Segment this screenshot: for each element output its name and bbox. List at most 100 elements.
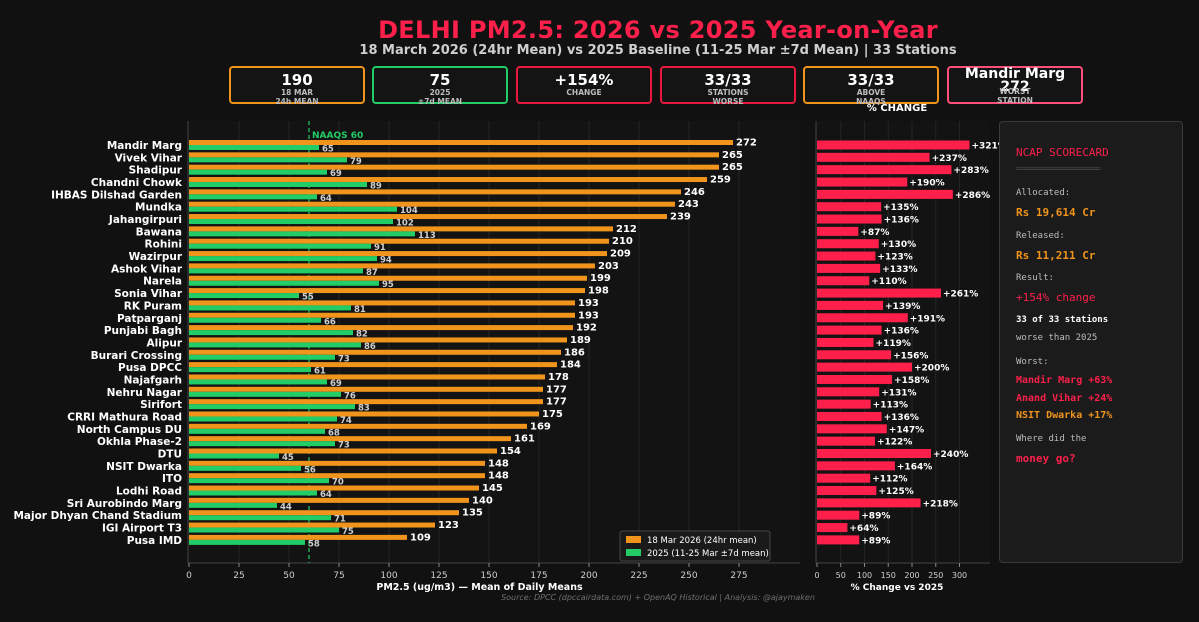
bar-2026 xyxy=(189,460,485,466)
pct-bar xyxy=(817,288,941,298)
pct-bar xyxy=(817,251,876,261)
bar-2026 xyxy=(189,423,527,429)
released-label: Released: xyxy=(1016,231,1065,241)
pct-bar xyxy=(817,535,860,545)
value-label-2025: 44 xyxy=(280,502,292,512)
station-label: IGI Airport T3 xyxy=(102,523,182,535)
pct-value-label: +113% xyxy=(873,401,908,411)
kpi-label: ±7d MEAN xyxy=(417,97,463,106)
station-label: IHBAS Dilshad Garden xyxy=(51,189,182,201)
value-label-2026: 154 xyxy=(500,446,521,457)
bar-2026 xyxy=(189,411,539,417)
bar-2026 xyxy=(189,226,613,232)
bar-2026 xyxy=(189,300,575,306)
value-label-2026: 199 xyxy=(590,273,611,284)
naaqs-reference-label: NAAQS 60 xyxy=(312,131,363,141)
station-label: Chandni Chowk xyxy=(91,177,183,189)
pct-value-label: +164% xyxy=(897,462,932,472)
value-label-2026: 161 xyxy=(514,434,535,445)
pct-value-label: +156% xyxy=(893,351,928,361)
question-line-2: money go? xyxy=(1016,452,1076,465)
pct-x-tick-label: 0 xyxy=(814,571,819,580)
stations-line-1: 33 of 33 stations xyxy=(1016,315,1109,325)
pct-bar xyxy=(817,189,953,199)
value-label-2026: 140 xyxy=(472,495,493,506)
pct-bar xyxy=(817,399,871,409)
bar-2025 xyxy=(189,478,329,484)
kpi-label: 2025 xyxy=(429,88,451,97)
bar-2025 xyxy=(189,502,277,508)
kpi-value: 33/33 xyxy=(847,71,895,89)
value-label-2026: 265 xyxy=(722,162,743,173)
bar-2026 xyxy=(189,189,681,195)
value-label-2026: 246 xyxy=(684,187,705,198)
pct-value-label: +218% xyxy=(923,499,958,509)
value-label-2026: 177 xyxy=(546,384,567,395)
station-label: Lodhi Road xyxy=(116,486,182,498)
value-label-2025: 95 xyxy=(382,280,394,290)
value-label-2026: 192 xyxy=(576,323,597,334)
x-tick-label: 250 xyxy=(680,571,697,581)
x-axis-label: PM2.5 (ug/m3) — Mean of Daily Means xyxy=(376,582,583,593)
value-label-2026: 135 xyxy=(462,508,483,519)
bar-2026 xyxy=(189,374,545,380)
pct-value-label: +136% xyxy=(884,216,919,226)
kpi-value-name: Mandir Marg xyxy=(964,66,1066,82)
value-label-2025: 69 xyxy=(330,379,342,389)
station-label: Sirifort xyxy=(140,399,182,411)
bar-2025 xyxy=(189,515,331,521)
pct-value-label: +133% xyxy=(882,265,917,275)
value-label-2025: 69 xyxy=(330,169,342,179)
bar-2025 xyxy=(189,527,339,533)
value-label-2026: 203 xyxy=(598,261,619,272)
pct-value-label: +237% xyxy=(932,154,967,164)
pct-value-label: +191% xyxy=(910,314,945,324)
bar-2025 xyxy=(189,367,311,373)
kpi-value: Mandir Marg 272 xyxy=(949,66,1081,94)
stations-line-2: worse than 2025 xyxy=(1016,333,1098,343)
kpi-value: 190 xyxy=(281,71,313,89)
bar-2025 xyxy=(189,404,355,410)
value-label-2026: 123 xyxy=(438,520,459,531)
pct-chart-title: % CHANGE xyxy=(867,103,928,114)
bar-2025 xyxy=(189,342,361,348)
value-label-2026: 175 xyxy=(542,409,563,420)
legend: 18 Mar 2026 (24hr mean) 2025 (11-25 Mar ±… xyxy=(619,530,771,562)
bar-2025 xyxy=(189,391,341,397)
bar-2025 xyxy=(189,330,353,336)
pct-value-label: +147% xyxy=(889,425,924,435)
bar-2026 xyxy=(189,337,567,343)
kpi-label: 24h MEAN xyxy=(275,97,319,106)
station-label: Mundka xyxy=(135,202,182,214)
value-label-2025: 64 xyxy=(320,490,332,500)
value-label-2025: 73 xyxy=(338,441,350,451)
bar-2026 xyxy=(189,177,707,183)
value-label-2026: 198 xyxy=(588,286,609,297)
pct-bar xyxy=(817,510,860,520)
value-label-2025: 75 xyxy=(342,527,354,537)
bar-2025 xyxy=(189,428,325,434)
source-note: Source: DPCC (dpccairdata.com) + OpenAQ … xyxy=(501,593,815,602)
station-label: DTU xyxy=(158,449,182,461)
value-label-2025: 86 xyxy=(364,342,376,352)
value-label-2025: 71 xyxy=(334,515,346,525)
value-label-2026: 212 xyxy=(616,224,637,235)
bar-2025 xyxy=(189,453,279,459)
main-bar-chart: 0 25 50 75 100 125 150 175 200 225 250 275 NAAQS 60 M… xyxy=(13,121,800,593)
ncap-scorecard: NCAP SCORECARD ====================== Al… xyxy=(999,121,1183,563)
value-label-2025: 55 xyxy=(302,293,314,303)
bar-2026 xyxy=(189,485,479,491)
value-label-2025: 68 xyxy=(328,428,340,438)
pct-bar xyxy=(817,325,882,335)
x-tick-label: 50 xyxy=(283,571,295,581)
kpi-2025-mean: 75 2025 ±7d MEAN xyxy=(372,66,508,106)
station-label: North Campus DU xyxy=(77,424,182,436)
bar-2026 xyxy=(189,312,575,318)
value-label-2025: 94 xyxy=(380,256,392,266)
bar-2026 xyxy=(189,362,557,368)
pct-bar xyxy=(817,387,880,397)
station-label: Sri Aurobindo Marg xyxy=(67,498,182,510)
x-tick-label: 0 xyxy=(186,571,192,581)
station-label: Mandir Marg xyxy=(107,140,182,152)
released-value: Rs 11,211 Cr xyxy=(1016,249,1096,262)
